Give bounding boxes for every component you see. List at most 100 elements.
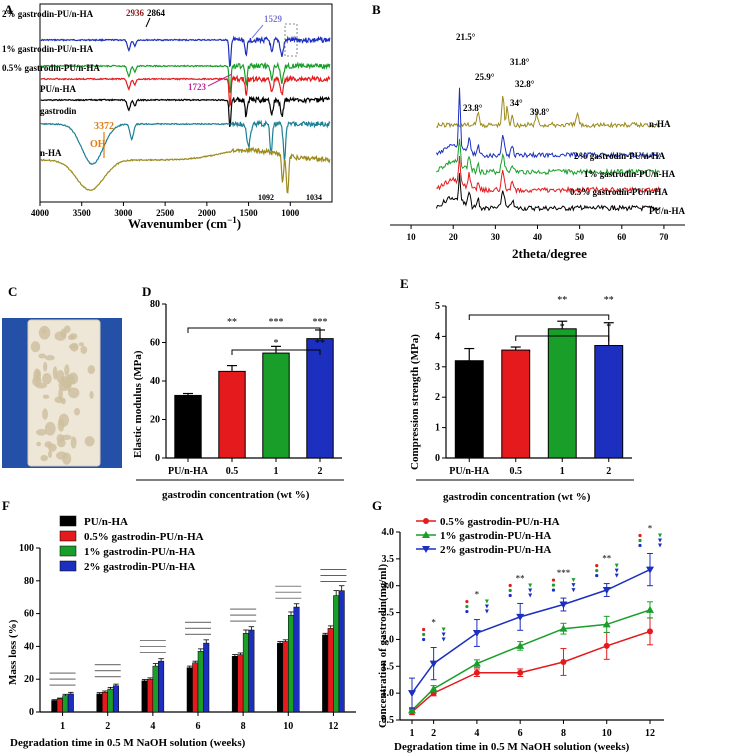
xrd-blue xyxy=(435,87,661,160)
g-point-blue xyxy=(429,660,438,668)
panel-f-letter: F xyxy=(2,498,10,513)
panel-c: C xyxy=(2,284,122,468)
xtick-label: PU/n-HA xyxy=(449,466,490,477)
scaffold-pore xyxy=(54,396,64,404)
panel-g: G Concentration of gastrodin(mg/ml) 0.5 1… xyxy=(372,498,664,753)
g-point-green xyxy=(472,659,481,667)
xrd-green xyxy=(436,138,661,177)
g-sig-tri xyxy=(571,583,576,588)
xtick-label: 1 xyxy=(274,466,279,477)
b-label-1pct: 1% gastrodin-PU/n-HA xyxy=(584,169,676,179)
a-label-gastrodin: gastrodin xyxy=(40,106,76,116)
g-ytick-label: 0.5 xyxy=(382,715,395,726)
ytick-label: 0 xyxy=(435,453,440,464)
a-arrow-1723 xyxy=(207,73,233,87)
scaffold-pore xyxy=(78,342,85,347)
ytick-label: 3 xyxy=(435,362,440,373)
b-peak-318: 31.8° xyxy=(510,57,530,67)
g-sig-tri xyxy=(528,593,533,598)
panel-e-letter: E xyxy=(400,276,409,291)
a-xtick-label: 1000 xyxy=(281,208,300,218)
b-label-05pct: 0.5% gastrodin-PU/n-HA xyxy=(570,187,668,197)
g-sig-dot xyxy=(508,583,512,588)
panel-b-xrd xyxy=(435,87,661,212)
panel-b-x-axis: 10 20 30 40 50 60 70 xyxy=(390,224,685,242)
sig-marker: ** xyxy=(557,295,567,306)
f-xtick-label: 10 xyxy=(283,721,293,732)
g-sig-dot xyxy=(422,627,426,632)
panel-e-xlabel: gastrodin concentration (wt %) xyxy=(443,491,591,503)
panel-a-letter: A xyxy=(4,2,14,17)
scaffold-pore xyxy=(87,365,96,375)
f-bar-red xyxy=(192,662,199,713)
bar-0.5 xyxy=(218,370,246,459)
xtick-label: 0.5 xyxy=(226,466,239,477)
b-label-2pct: 2% gastrodin-PU/n-HA xyxy=(574,151,666,161)
panel-d: D Elastic modulus (MPa) 0 20 40 60 80 PU/n-HA… xyxy=(132,284,344,501)
bar-1 xyxy=(547,328,577,459)
g-sig-dot xyxy=(551,578,556,582)
sig-marker: * xyxy=(274,338,279,349)
g-xtick-label: 12 xyxy=(645,728,655,739)
b-xtick-label: 20 xyxy=(449,232,459,242)
scaffold-pore xyxy=(30,341,41,353)
panel-g-ylabel: Concentration of gastrodin(mg/ml) xyxy=(377,563,389,728)
spectrum-teal xyxy=(40,119,331,165)
f-bar-green xyxy=(152,665,159,713)
panel-g-legend: 0.5% gastrodin-PU/n-HA 1% gastrodin-PU/n-… xyxy=(416,516,560,556)
f-bar-green xyxy=(242,633,249,713)
bar-PU/n-HA xyxy=(454,360,484,459)
f-legend-swatch-blue xyxy=(59,560,77,572)
panel-e-ylabel: Compression strength (MPa) xyxy=(409,334,421,470)
ytick-label: 80 xyxy=(150,299,160,310)
g-xtick-label: 8 xyxy=(561,728,566,739)
scaffold-pore xyxy=(58,379,70,392)
g-point-green xyxy=(602,620,611,628)
scaffold-pore xyxy=(42,394,50,399)
sig-marker: ** xyxy=(315,338,325,349)
f-ytick-label: 80 xyxy=(24,576,34,587)
ytick-label: 60 xyxy=(150,338,160,349)
spectrum-green xyxy=(40,61,331,93)
f-ytick-label: 40 xyxy=(24,641,34,652)
scaffold-pore xyxy=(36,441,41,447)
panel-g-chart: 0.51.01.52.02.53.03.54.01 2 4 6 8 10 12*******… xyxy=(382,518,664,739)
g-point-red xyxy=(647,628,653,635)
g-sig-dot xyxy=(595,563,599,568)
g-sig-dot xyxy=(551,583,556,587)
panel-g-xlabel: Degradation time in 0.5 M NaOH solution … xyxy=(394,741,630,753)
g-sig-marker: *** xyxy=(557,568,571,578)
a-xtick-label: 2500 xyxy=(156,208,175,218)
f-xtick-label: 6 xyxy=(196,721,201,732)
g-sig-tri xyxy=(441,632,446,637)
f-legend-swatch-red xyxy=(59,530,77,542)
g-sig-tri xyxy=(614,563,619,568)
scaffold-pore xyxy=(70,436,77,449)
g-sig-dot xyxy=(595,573,599,578)
f-ytick-label: 0 xyxy=(29,707,34,718)
panel-c-letter: C xyxy=(8,284,17,299)
a-peak-1092: 1092 xyxy=(258,193,274,202)
f-bar-black xyxy=(186,667,193,713)
bar-2 xyxy=(594,345,624,459)
scaffold-pore xyxy=(62,452,72,465)
a-peak-3372: 3372 xyxy=(94,121,114,132)
panel-b: B 10 20 30 40 50 60 70 2theta/degree n-HA 2% g… xyxy=(372,2,686,261)
f-bar-black xyxy=(277,642,284,713)
scaffold-pore xyxy=(54,331,67,341)
f-bar-black xyxy=(231,655,238,713)
sig-bracket xyxy=(468,314,610,320)
a-arrow-2864 xyxy=(145,17,151,28)
bar-1 xyxy=(262,352,290,459)
g-xtick-label: 4 xyxy=(474,728,479,739)
g-point-green xyxy=(559,624,568,632)
scaffold-pore xyxy=(35,428,48,436)
g-xtick-label: 10 xyxy=(602,728,612,739)
g-ytick-label: 1.0 xyxy=(382,688,395,699)
b-peak-259: 25.9° xyxy=(475,72,495,82)
panel-a-frame xyxy=(39,3,333,203)
f-bar-red xyxy=(147,678,154,713)
g-sig-tri xyxy=(484,599,489,604)
g-point-red xyxy=(473,669,480,676)
